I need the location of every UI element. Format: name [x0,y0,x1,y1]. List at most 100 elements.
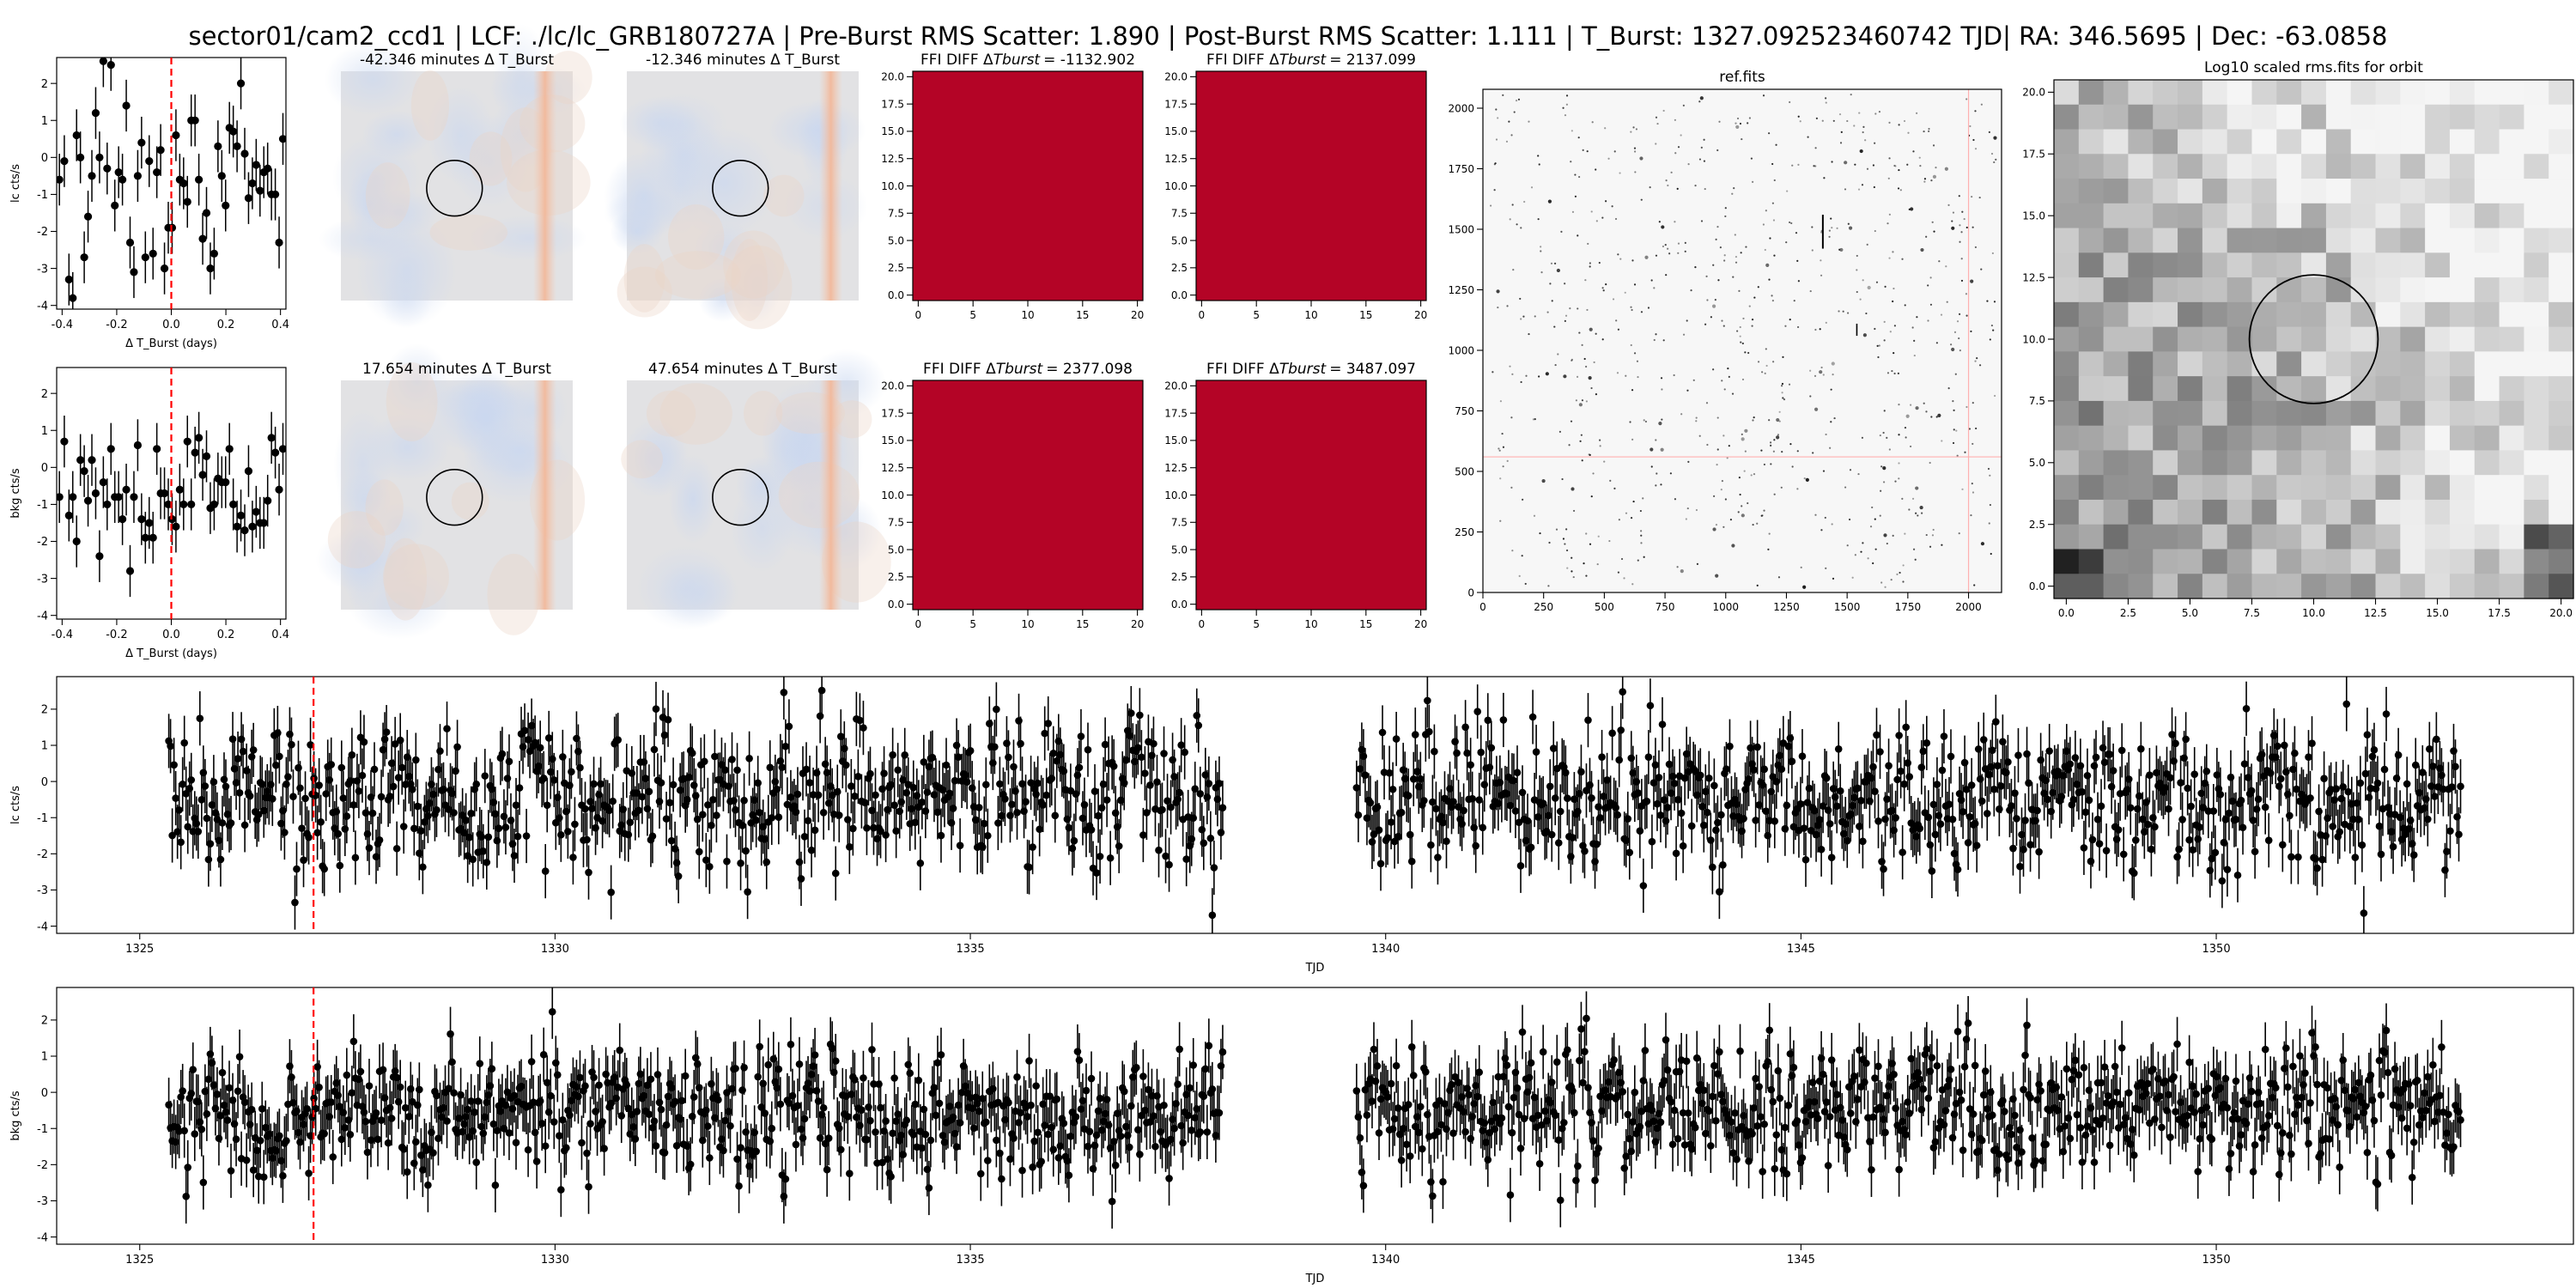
lc_full-point [1358,745,1366,754]
lc_full-point [1176,788,1183,797]
ref-fits-star [1643,556,1645,558]
rms-fits-pixel [2227,203,2253,229]
ref-fits-star [1972,138,1975,142]
bkg_full-point [559,1115,567,1124]
bkg_full-point [501,1101,510,1109]
lc_full-point [1726,742,1734,750]
lc_full-point [1704,808,1711,817]
ref-fits-star [1635,128,1638,131]
lc_full-point [1068,844,1077,853]
rms_fits-ytick-label: 2.5 [2029,519,2045,531]
lc_full-point [2324,814,2331,823]
lc_full-point [2088,835,2097,844]
ref-fits-star [1811,249,1814,252]
lc_full-point [1679,841,1687,850]
ref-fits-star [1743,470,1746,472]
ref-fits-star [1496,289,1500,294]
ref-fits-star [1965,293,1968,295]
lc_full-ytick-label: -1 [37,812,48,825]
bkg_zoom-point [198,471,207,479]
lc_full-point [2287,853,2295,861]
rms-fits-pixel [2227,376,2253,402]
lc_full-point [2424,815,2432,823]
lc_full-point [2223,866,2232,873]
ref-fits-star [1732,276,1735,278]
lc_full-point [234,755,242,762]
lc_full-point [812,769,821,777]
lc_full-point [2451,762,2459,771]
diff_cut_3-warm-blob [487,553,540,635]
lc_full-point [1409,775,1418,783]
ref-fits-star [1925,410,1928,413]
rms-fits-pixel [2227,499,2253,526]
rms_fits-ytick-label: 0.0 [2029,580,2045,592]
lc_full-point [2209,807,2218,815]
rms-fits-pixel [2474,524,2500,550]
lc_full-point [2129,869,2138,878]
ref-fits-star [1719,246,1722,249]
ref-fits-star [1941,440,1943,442]
lc_full-point [291,898,299,907]
rms-fits-pixel [2103,524,2129,550]
ref-fits-star [1731,392,1735,395]
lc_full-point [1945,800,1953,808]
rms-fits-pixel [2301,574,2327,599]
rms-fits-pixel [2276,154,2302,179]
rms-fits-pixel [2301,549,2327,574]
lc_full-point [863,824,871,832]
ref-fits-star [1856,254,1858,258]
lc_full-point [942,761,951,769]
ffi_diff_4-title-prefix: FFI DIFF Δ [1206,361,1279,378]
rms-fits-pixel [2325,80,2352,106]
ref-fits-star [1952,400,1954,403]
lc_full-point [1200,839,1208,848]
ref-fits-star [1915,406,1919,410]
lc_full-point [289,793,297,800]
bkg_full-point [218,1068,227,1077]
lc_full-point [398,763,406,772]
bkg_full-point [503,1088,512,1097]
lc_full-point [728,756,736,763]
ref-fits-star [1554,363,1557,367]
rms-fits-pixel [2549,499,2574,526]
ref-fits-star [1829,447,1832,449]
lc_full-point [1210,864,1218,872]
lc_full-point [1006,811,1014,819]
bkg_full-point [653,1071,662,1078]
bkg_zoom-point [248,522,257,531]
lc_full-point [510,852,519,860]
lc_full-point [1960,758,1969,767]
ref-fits-star [1726,457,1728,459]
lc_full-point [1931,830,1940,839]
lc_zoom-point [130,268,138,276]
diff_cut_3-aperture-circle [426,468,483,526]
bkg_full-point [450,1089,458,1097]
lc_full-point [192,819,201,828]
lc_full-point [1049,749,1058,757]
lc_full-point [204,855,213,864]
bkg_full-point [279,1172,287,1180]
lc_full-point [2377,850,2385,859]
rms-fits-pixel [2054,425,2080,452]
rms-fits-pixel [2325,425,2352,452]
lc_full-xtick-label: 1330 [541,943,569,956]
ref-fits-star [1976,357,1978,360]
lc_full-point [1810,806,1819,815]
lc_full-point [1986,762,1995,771]
lc_full-point [524,736,532,744]
lc_zoom-point [125,238,135,247]
ref-fits-star [1723,259,1726,262]
ref-fits-star [1698,158,1702,161]
lc_full-axes: 1325 1330 1335 1340 1345 1350-4-3-2-1012TJDlc… [9,676,2574,975]
bkg_full-point [662,1121,671,1129]
ref-fits-star [1706,443,1709,447]
bkg_full-point [629,1123,638,1131]
lc_full-point [513,832,522,841]
rms-fits-pixel [2301,252,2327,278]
ffi_diff_3-ytick-label: 2.5 [888,571,904,583]
lc_full-point [382,728,391,736]
lc_full-point [1895,732,1903,739]
ref-fits-star [1897,372,1899,374]
ref-fits-star [1564,114,1567,117]
lc_full-point [520,726,529,735]
